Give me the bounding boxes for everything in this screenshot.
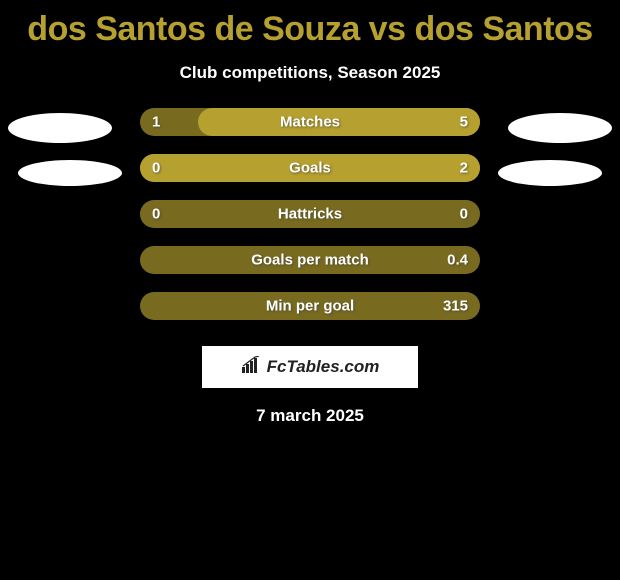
stat-label: Goals per match — [251, 252, 369, 269]
stat-row-goals-per-match: Goals per match 0.4 — [140, 246, 480, 274]
stat-right-value: 5 — [460, 114, 468, 131]
stat-label: Matches — [280, 114, 340, 131]
page-subtitle: Club competitions, Season 2025 — [0, 63, 620, 83]
page-title: dos Santos de Souza vs dos Santos — [0, 0, 620, 49]
player-badge-left-1 — [8, 113, 112, 143]
stat-right-value: 0.4 — [447, 252, 468, 269]
stat-right-value: 315 — [443, 298, 468, 315]
stat-label: Min per goal — [266, 298, 354, 315]
stat-row-hattricks: 0 Hattricks 0 — [140, 200, 480, 228]
stat-left-value: 1 — [152, 114, 160, 131]
player-badge-right-1 — [508, 113, 612, 143]
brand-badge: FcTables.com — [202, 346, 418, 388]
stat-left-value: 0 — [152, 206, 160, 223]
stat-row-goals: 0 Goals 2 — [140, 154, 480, 182]
stat-row-matches: 1 Matches 5 — [140, 108, 480, 136]
stat-left-value: 0 — [152, 160, 160, 177]
footer-date: 7 march 2025 — [0, 406, 620, 426]
bar-chart-icon — [241, 356, 263, 379]
stat-label: Hattricks — [278, 206, 342, 223]
player-badge-right-2 — [498, 160, 602, 186]
player-badge-left-2 — [18, 160, 122, 186]
brand-text: FcTables.com — [267, 357, 380, 377]
stat-right-value: 2 — [460, 160, 468, 177]
stat-right-value: 0 — [460, 206, 468, 223]
comparison-chart: 1 Matches 5 0 Goals 2 0 Hattricks 0 Goal… — [0, 108, 620, 338]
stat-row-min-per-goal: Min per goal 315 — [140, 292, 480, 320]
stat-label: Goals — [289, 160, 331, 177]
